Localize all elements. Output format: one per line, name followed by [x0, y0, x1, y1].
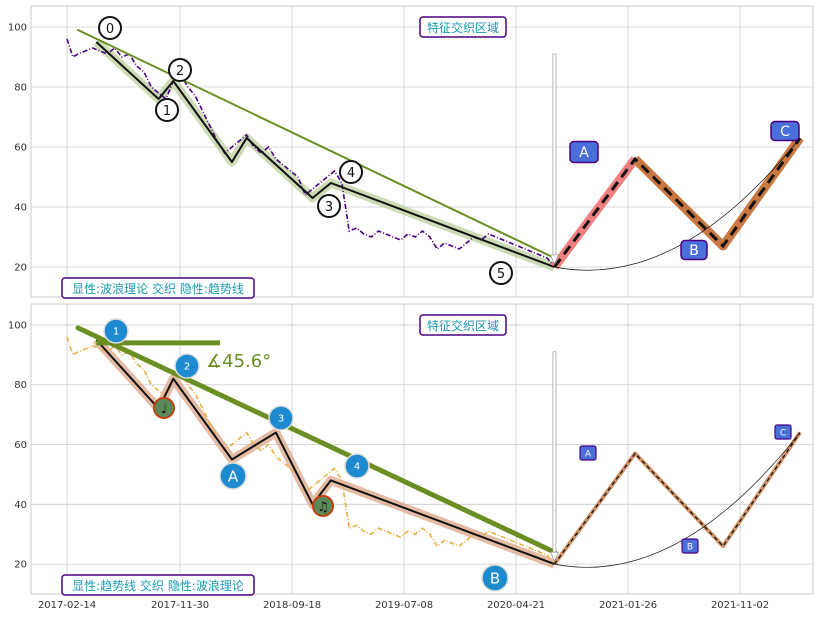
wave-point-label: 4	[354, 462, 360, 473]
wave-point-label: B	[490, 569, 500, 587]
y-tick-label: 60	[14, 440, 27, 451]
wave-line	[95, 41, 555, 268]
wave-point-label: 1	[163, 104, 171, 119]
wave-point-label: 3	[278, 414, 284, 425]
chart-title: 特征交织区域	[427, 318, 499, 333]
legend-frame	[61, 277, 255, 299]
x-tick-label: 2021-01-26	[599, 600, 657, 611]
wave-point-badge	[219, 462, 247, 490]
x-tick-label: 2020-04-21	[487, 600, 545, 611]
projection-point-badge	[774, 424, 792, 440]
legend-text: 显性:波浪理论 交织 隐性:趋势线	[72, 281, 244, 296]
vertical-marker-arrow	[549, 254, 559, 265]
wave-point-label: 2	[176, 64, 184, 79]
wave-point-label: 3	[325, 200, 333, 215]
wave-point-badge	[489, 261, 513, 285]
projection-point-badge	[569, 140, 599, 164]
wave-point-badge	[344, 453, 370, 479]
projection-arc	[554, 432, 801, 568]
angle-label: ∡45.6°	[206, 351, 271, 372]
y-tick-label: 80	[14, 380, 27, 391]
wave-point-badge	[98, 16, 122, 40]
wave-point-label: A	[228, 467, 239, 485]
trend-line	[75, 325, 557, 555]
projection-point-label: C	[780, 124, 790, 140]
projection-point-badge	[770, 120, 800, 142]
y-tick-label: 60	[14, 143, 27, 154]
y-tick-label: 20	[14, 263, 27, 274]
wave-point-badge	[174, 353, 200, 379]
wave-point-badge	[268, 405, 294, 431]
legend-box: 显性:趋势线 交织 隐性:波浪理论	[61, 574, 255, 596]
note-badge	[153, 397, 175, 419]
wave-point-label: 1	[113, 327, 119, 338]
y-tick-label: 40	[14, 203, 27, 214]
note-badge	[312, 495, 334, 517]
future-dashed-line	[553, 137, 802, 268]
vertical-marker	[552, 53, 557, 256]
title-frame	[419, 314, 507, 336]
wave-point-badge	[481, 564, 509, 592]
projection-point-badge	[681, 538, 699, 554]
wave-point-label: 2	[184, 362, 190, 373]
wave-point-label: 4	[347, 166, 355, 181]
y-tick-label: 40	[14, 500, 27, 511]
y-tick-label: 100	[8, 23, 27, 34]
wave-point-label: 0	[106, 22, 114, 37]
projection-point-badge	[579, 445, 597, 461]
projection-point-label: A	[585, 450, 592, 460]
projection-point-label: C	[780, 429, 786, 439]
projection-point-label: B	[689, 243, 699, 259]
future-band	[552, 431, 802, 566]
projection-point-badge	[680, 239, 708, 261]
x-tick-label: 2017-11-30	[151, 600, 209, 611]
trend-line	[76, 29, 556, 259]
legend-frame	[61, 574, 255, 596]
x-tick-label: 2021-11-02	[711, 600, 769, 611]
y-tick-label: 80	[14, 83, 27, 94]
chart-title: 特征交织区域	[427, 20, 499, 35]
note-label: ♫	[317, 500, 329, 515]
wave-point-badge	[155, 98, 179, 122]
title-frame	[419, 16, 507, 38]
legend-box: 显性:波浪理论 交织 隐性:趋势线	[61, 277, 255, 299]
note-label: ♩	[161, 402, 167, 417]
wave-point-badge	[103, 318, 129, 344]
wave-point-label: 5	[497, 267, 505, 282]
price-series	[66, 336, 556, 565]
chart-title-box: 特征交织区域	[419, 314, 507, 336]
chart-title-box: 特征交织区域	[419, 16, 507, 38]
price-series	[66, 38, 556, 268]
y-tick-label: 100	[8, 320, 27, 331]
projection-point-label: B	[687, 543, 693, 553]
x-tick-label: 2017-02-14	[38, 600, 96, 611]
projection-arc	[554, 137, 801, 271]
vertical-marker-arrow	[549, 551, 559, 562]
vertical-marker	[552, 351, 557, 553]
x-tick-label: 2019-07-08	[375, 600, 433, 611]
x-tick-label: 2018-09-18	[263, 600, 321, 611]
y-tick-label: 20	[14, 560, 27, 571]
wave-point-badge	[339, 160, 363, 184]
wave-point-badge	[317, 194, 341, 218]
projection-point-label: A	[579, 145, 589, 161]
legend-text: 显性:趋势线 交织 隐性:波浪理论	[72, 578, 244, 593]
wave-point-badge	[168, 58, 192, 82]
